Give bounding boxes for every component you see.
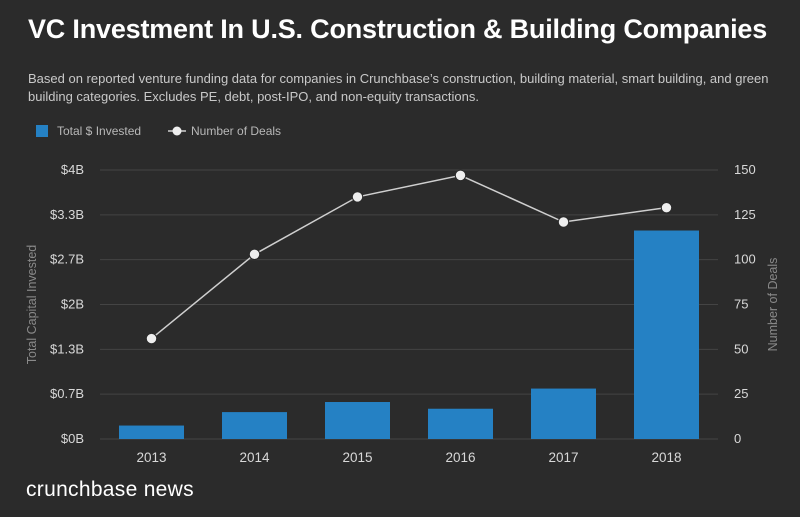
deals-line: [151, 174, 667, 340]
bar-2014[interactable]: [222, 412, 287, 439]
bar-2018[interactable]: [634, 230, 699, 439]
line-series: [145, 169, 673, 345]
brand-logo: crunchbase news: [26, 478, 194, 501]
legend-marker: [172, 126, 182, 136]
y-left-tick-label: $3.3B: [50, 207, 84, 222]
y-right-tick-label: 150: [734, 162, 756, 177]
y-left-tick-label: $1.3B: [50, 341, 84, 356]
x-tick-label: 2016: [445, 450, 475, 465]
chart-subtitle: Based on reported venture funding data f…: [28, 71, 769, 104]
y-right-tick-label: 0: [734, 431, 741, 446]
y-left-tick-label: $4B: [61, 162, 84, 177]
y-left-tick-label: $0B: [61, 431, 84, 446]
y-right-tick-label: 100: [734, 252, 756, 267]
y-right-tick-label: 125: [734, 207, 756, 222]
bar-2017[interactable]: [531, 388, 596, 439]
bar-2013[interactable]: [119, 425, 184, 439]
y-left-tick-label: $2B: [61, 297, 84, 312]
deal-point-2018[interactable]: [660, 201, 673, 214]
y-right-tick-label: 75: [734, 297, 748, 312]
legend-bar-swatch: [36, 125, 48, 137]
y-right-axis-title: Number of Deals: [766, 258, 780, 352]
deal-point-2013[interactable]: [145, 332, 158, 345]
y-right-tick-label: 25: [734, 386, 748, 401]
x-tick-label: 2015: [342, 450, 372, 465]
y-left-tick-label: $0.7B: [50, 386, 84, 401]
x-tick-label: 2013: [136, 450, 166, 465]
legend[interactable]: Total $ Invested Number of Deals: [36, 124, 281, 138]
deal-point-2016[interactable]: [454, 169, 467, 182]
y-right-tick-label: 50: [734, 341, 748, 356]
deal-point-2017[interactable]: [557, 216, 570, 228]
gridlines: [100, 169, 718, 440]
chart-title: VC Investment In U.S. Construction & Bui…: [28, 14, 768, 44]
x-tick-label: 2014: [239, 450, 270, 465]
deal-point-2015[interactable]: [351, 191, 364, 203]
y-left-axis-title: Total Capital Invested: [25, 245, 39, 365]
x-tick-label: 2017: [548, 450, 578, 465]
bar-series: [119, 230, 699, 439]
bar-2016[interactable]: [428, 408, 493, 439]
legend-label-invested[interactable]: Total $ Invested: [57, 124, 141, 138]
legend-label-deals[interactable]: Number of Deals: [191, 124, 281, 138]
bar-2015[interactable]: [325, 402, 390, 439]
axes: $0B $0.7B $1.3B $2B $2.7B $3.3B $4B 0 25 50 75 100 1…: [25, 162, 780, 465]
y-left-tick-label: $2.7B: [50, 252, 84, 267]
x-tick-label: 2018: [651, 450, 681, 465]
deal-point-2014[interactable]: [248, 248, 261, 260]
